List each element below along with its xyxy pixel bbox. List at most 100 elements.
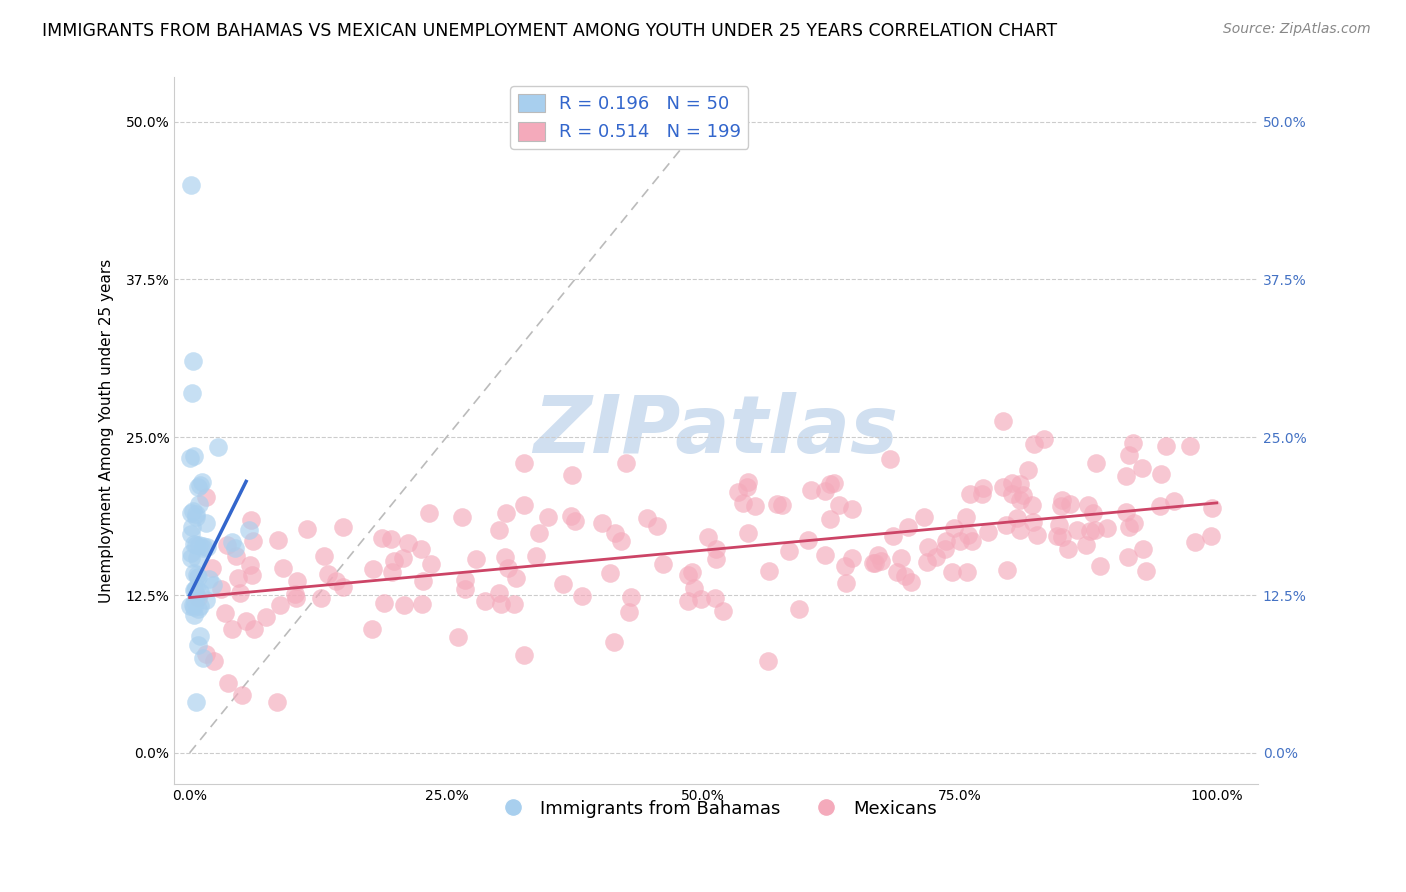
Point (266, 695, 288, 709)
Point (942, 521, 965, 535)
Point (194, 592, 217, 607)
Point (915, 555, 938, 569)
Point (494, 550, 516, 565)
Point (195, 490, 218, 504)
Point (1050, 493, 1073, 508)
Point (285, 591, 308, 605)
Point (1001, 475, 1024, 490)
Point (551, 576, 574, 591)
Point (962, 534, 984, 549)
Point (1022, 515, 1045, 529)
Point (527, 525, 550, 540)
Point (1130, 461, 1153, 475)
Point (614, 456, 637, 470)
Point (380, 532, 402, 546)
Point (191, 650, 214, 665)
Point (1132, 542, 1154, 557)
Point (1084, 523, 1107, 537)
Point (215, 538, 238, 552)
Point (180, 551, 202, 566)
Point (214, 606, 236, 620)
Point (266, 533, 288, 547)
Point (731, 495, 754, 509)
Point (186, 567, 208, 582)
Point (381, 565, 404, 579)
Point (1050, 499, 1073, 513)
Point (186, 695, 208, 709)
Point (221, 534, 243, 549)
Point (571, 589, 593, 603)
Point (1084, 457, 1107, 471)
Point (1201, 500, 1223, 515)
Point (1074, 538, 1097, 552)
Point (195, 541, 218, 555)
Point (991, 414, 1014, 428)
Point (188, 538, 211, 552)
Point (1008, 523, 1031, 537)
Point (879, 452, 901, 467)
Point (202, 578, 225, 592)
Point (1088, 559, 1111, 574)
Point (1097, 521, 1119, 535)
Point (977, 524, 1000, 539)
Point (1017, 463, 1039, 477)
Point (197, 572, 219, 586)
Point (828, 498, 851, 512)
Point (676, 567, 699, 582)
Point (995, 563, 1018, 577)
Point (524, 549, 547, 564)
Point (1050, 531, 1073, 545)
Point (184, 593, 207, 607)
Point (363, 562, 385, 576)
Point (704, 552, 727, 566)
Point (491, 597, 513, 611)
Point (956, 565, 979, 579)
Text: ZIPatlas: ZIPatlas (533, 392, 898, 470)
Point (991, 480, 1014, 494)
Point (371, 531, 394, 545)
Point (411, 597, 433, 611)
Point (841, 501, 863, 516)
Point (818, 476, 841, 491)
Point (453, 582, 475, 596)
Point (758, 564, 780, 578)
Point (972, 481, 994, 495)
Point (603, 634, 626, 648)
Point (209, 582, 232, 596)
Point (564, 514, 586, 528)
Point (866, 548, 889, 562)
Point (200, 561, 222, 575)
Point (332, 520, 354, 534)
Legend: Immigrants from Bahamas, Mexicans: Immigrants from Bahamas, Mexicans (488, 792, 943, 825)
Point (188, 629, 211, 643)
Point (1026, 528, 1049, 542)
Y-axis label: Unemployment Among Youth under 25 years: Unemployment Among Youth under 25 years (100, 259, 114, 603)
Point (1135, 564, 1157, 578)
Point (561, 468, 583, 483)
Point (800, 483, 823, 497)
Point (955, 510, 977, 524)
Point (1150, 467, 1173, 481)
Point (411, 542, 433, 557)
Point (912, 510, 935, 524)
Point (183, 582, 205, 597)
Point (325, 574, 347, 589)
Point (242, 534, 264, 549)
Point (696, 531, 718, 545)
Point (1149, 500, 1171, 514)
Point (941, 565, 963, 579)
Point (309, 591, 332, 606)
Point (890, 551, 912, 566)
Point (202, 654, 225, 668)
Point (756, 654, 779, 668)
Point (599, 566, 621, 581)
Point (221, 622, 243, 636)
Point (619, 605, 641, 619)
Point (676, 594, 699, 608)
Point (778, 543, 800, 558)
Point (1021, 498, 1043, 512)
Point (183, 607, 205, 622)
Point (934, 541, 956, 556)
Point (235, 614, 257, 628)
Point (512, 648, 534, 663)
